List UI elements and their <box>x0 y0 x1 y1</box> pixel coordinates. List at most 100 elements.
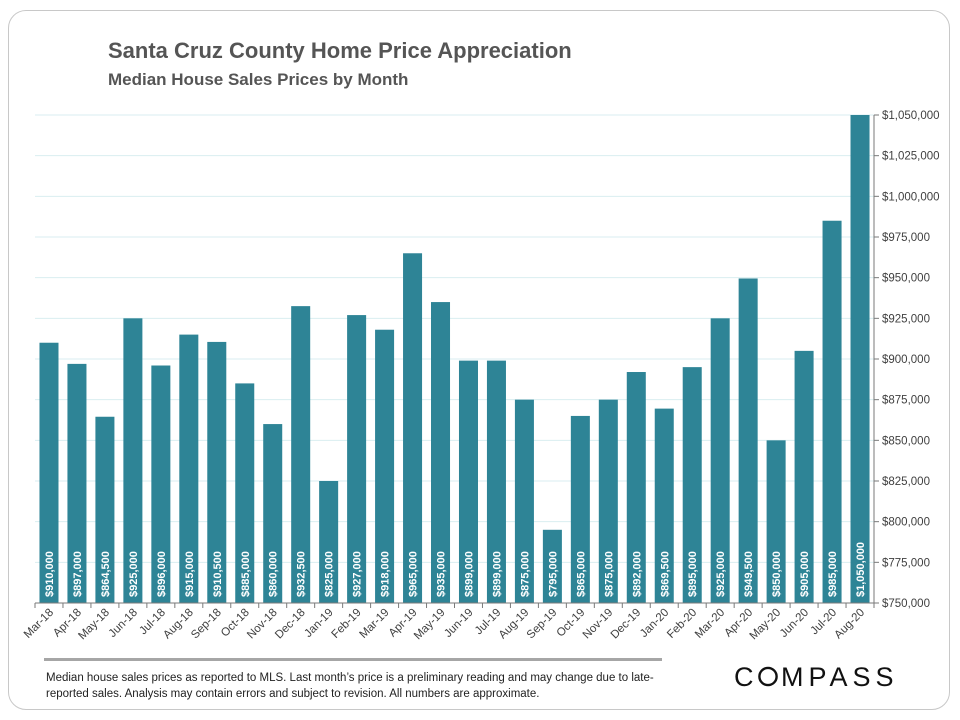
x-tick-label: Dec-19 <box>609 607 644 642</box>
bar-value-label: $896,000 <box>156 551 168 597</box>
y-tick-label: $825,000 <box>882 476 930 488</box>
x-tick-label: Jun-18 <box>107 607 140 640</box>
footnote-divider <box>44 658 662 661</box>
bar-value-label: $927,000 <box>352 551 364 597</box>
chart-title: Santa Cruz County Home Price Appreciatio… <box>108 38 572 63</box>
bar <box>458 360 478 603</box>
bar-value-label: $899,000 <box>463 551 475 597</box>
compass-logo-o <box>758 666 778 687</box>
bar <box>207 341 227 603</box>
bar <box>542 529 562 603</box>
x-tick-label: Jun-19 <box>442 607 475 640</box>
y-tick-label: $925,000 <box>882 313 930 325</box>
bar-value-label: $899,000 <box>491 551 503 597</box>
bar-value-label: $864,500 <box>100 551 112 597</box>
bar <box>822 220 842 603</box>
bar <box>794 350 814 603</box>
bar <box>95 416 115 603</box>
bar-value-label: $795,000 <box>547 551 559 597</box>
x-tick-label: Aug-19 <box>497 607 532 642</box>
bar-value-label: $910,500 <box>212 551 224 597</box>
bar-value-label: $875,000 <box>519 551 531 597</box>
bar-value-label: $925,000 <box>715 551 727 597</box>
bar <box>319 481 339 603</box>
bar <box>375 329 395 603</box>
bar <box>123 318 143 603</box>
bar-value-label: $905,000 <box>799 551 811 597</box>
bar-value-label: $965,000 <box>408 551 420 597</box>
compass-logo-mass: MPASS <box>781 662 899 692</box>
bar-value-label: $897,000 <box>72 551 84 597</box>
x-tick-label: May-20 <box>748 607 784 643</box>
bar <box>850 115 870 603</box>
bar-value-label: $825,000 <box>324 551 336 597</box>
bar-value-label: $910,000 <box>44 551 56 597</box>
x-tick-label: Mar-20 <box>693 607 727 641</box>
bar <box>514 399 534 603</box>
bar-chart: $750,000 $775,000 $800,000 $825,000 $850,000… <box>22 110 940 643</box>
bar-value-label: $918,000 <box>380 551 392 597</box>
bar <box>598 399 618 603</box>
x-tick-label: Mar-18 <box>22 607 56 641</box>
x-tick-label: Jun-20 <box>778 607 811 640</box>
bar-value-label: $935,000 <box>436 551 448 597</box>
bar <box>654 408 674 603</box>
bar-value-label: $1,050,000 <box>855 542 867 597</box>
bar <box>710 318 730 603</box>
y-tick-label: $900,000 <box>882 354 930 366</box>
bar <box>347 315 367 603</box>
y-tick-label: $750,000 <box>882 598 930 610</box>
bar-value-label: $865,000 <box>575 551 587 597</box>
bar-value-label: $892,000 <box>631 551 643 597</box>
chart-subtitle: Median House Sales Prices by Month <box>108 70 409 89</box>
y-tick-label: $975,000 <box>882 232 930 244</box>
bar-value-label: $949,500 <box>743 551 755 597</box>
x-tick-label: Sep-19 <box>525 607 560 642</box>
y-tick-label: $850,000 <box>882 435 930 447</box>
y-tick-label: $1,025,000 <box>882 151 940 163</box>
bar <box>39 342 59 603</box>
bar <box>766 440 786 603</box>
bar-value-label: $915,000 <box>184 551 196 597</box>
bar <box>151 365 171 603</box>
x-tick-label: Aug-18 <box>161 607 196 642</box>
y-tick-label: $950,000 <box>882 273 930 285</box>
bar-value-label: $875,000 <box>603 551 615 597</box>
x-tick-label: May-19 <box>412 607 448 643</box>
x-tick-label: Feb-20 <box>665 607 699 641</box>
bar <box>235 383 255 603</box>
x-tick-label: Nov-19 <box>581 607 616 642</box>
compass-logo: C MPASS <box>734 662 899 692</box>
bar-value-label: $850,000 <box>771 551 783 597</box>
y-tick-label: $1,000,000 <box>882 191 940 203</box>
bar <box>570 415 590 603</box>
x-tick-label: May-18 <box>76 607 112 643</box>
bar <box>263 424 283 603</box>
bar <box>403 253 423 603</box>
bar-value-label: $895,000 <box>687 551 699 597</box>
bar-value-label: $925,000 <box>128 551 140 597</box>
bar <box>486 360 506 603</box>
x-tick-label: Mar-19 <box>357 607 391 641</box>
y-tick-label: $875,000 <box>882 395 930 407</box>
bar-value-label: $860,000 <box>268 551 280 597</box>
bar <box>67 363 87 603</box>
y-tick-label: $1,050,000 <box>882 110 940 122</box>
x-tick-label: Nov-18 <box>245 607 280 642</box>
y-tick-label: $800,000 <box>882 517 930 529</box>
compass-logo-c: C <box>734 662 755 692</box>
x-tick-label: Feb-19 <box>329 607 363 641</box>
x-tick-label: Sep-18 <box>189 607 224 642</box>
footnote-text: Median house sales prices as reported to… <box>46 672 654 700</box>
bar <box>738 278 758 603</box>
y-tick-label: $775,000 <box>882 557 930 569</box>
bar <box>179 334 199 603</box>
bar <box>431 302 451 603</box>
bar <box>626 372 646 603</box>
bar <box>682 367 702 603</box>
bar-value-label: $885,000 <box>240 551 252 597</box>
bar-value-label: $985,000 <box>827 551 839 597</box>
x-tick-label: Dec-18 <box>273 607 308 642</box>
bar <box>291 306 311 603</box>
x-tick-label: Aug-20 <box>832 607 867 642</box>
